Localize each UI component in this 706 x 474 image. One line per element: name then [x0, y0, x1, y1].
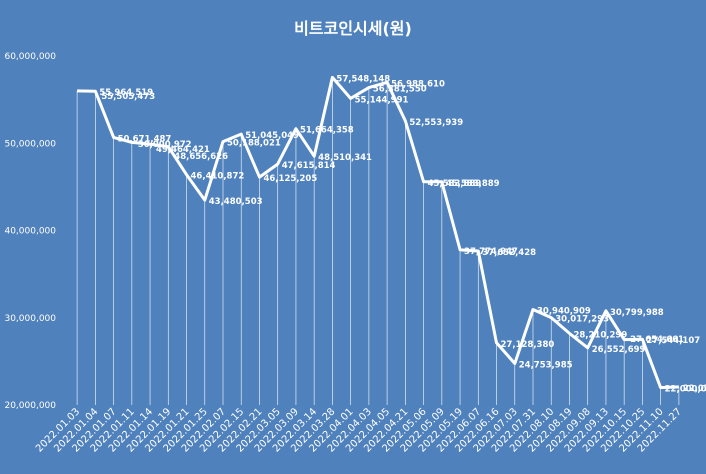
data-label: 50,188,021 [227, 139, 281, 149]
data-label: 51,664,358 [300, 126, 354, 136]
x-tick-labels: 2022.01.032022.01.042022.01.072022.01.11… [34, 406, 684, 454]
extra-value-label: 48,656,626 [174, 152, 228, 162]
data-label: 46,410,872 [191, 172, 245, 182]
data-label: 45,583,889 [446, 179, 500, 189]
y-tick-label: 50,000,000 [4, 139, 56, 149]
data-label: 43,480,503 [209, 197, 263, 207]
y-tick-label: 30,000,000 [4, 314, 56, 324]
extra-value-label: 55,505,473 [101, 92, 155, 102]
data-labels: 55,964,519 50,671,487 46,410,872 43,480,503… [99, 74, 706, 394]
data-label: 51,045,049 [245, 131, 299, 141]
chart-title: 비트코인시세(원) [294, 19, 412, 38]
data-label: 57,548,148 [336, 74, 390, 84]
data-label: 47,615,814 [282, 161, 336, 171]
data-label: 24,753,985 [519, 361, 573, 371]
data-label: 30,799,988 [610, 308, 664, 318]
axis-layer: 20,000,000 30,000,000 40,000,000 50,000,000… [4, 52, 56, 411]
extra-value-label: 27,654,661 [630, 335, 684, 345]
extra-value-label: 49,464,421 [156, 145, 210, 155]
drop-lines [76, 77, 680, 405]
data-label: 22,000,000 [665, 385, 706, 395]
data-label: 26,552,699 [592, 345, 646, 355]
y-tick-label: 20,000,000 [4, 401, 56, 411]
data-label: 22,070,024 [683, 384, 706, 394]
data-label: 45,583,889 [428, 179, 482, 189]
data-label: 56,381,550 [373, 85, 427, 95]
data-label: 50,671,487 [118, 134, 172, 144]
y-tick-label: 60,000,000 [4, 52, 56, 62]
data-label: 37,774,947 [464, 247, 518, 257]
data-label: 37,652,428 [482, 248, 536, 258]
data-label: 55,144,991 [355, 95, 409, 105]
data-label: 55,964,519 [99, 88, 153, 98]
data-label: 27,128,380 [501, 340, 555, 350]
data-label: 52,553,939 [409, 118, 463, 128]
data-label: 48,510,341 [318, 153, 372, 163]
series-line [77, 75, 679, 390]
data-label: 30,940,909 [537, 307, 591, 317]
data-label: 30,017,293 [555, 315, 609, 325]
data-label: 56,988,610 [391, 79, 445, 89]
data-label: 28,210,299 [573, 330, 627, 340]
data-label: 46,125,205 [263, 174, 317, 184]
y-tick-label: 40,000,000 [4, 227, 56, 237]
extra-value-label: 50,000,972 [138, 140, 192, 150]
data-label: 27,544,107 [646, 336, 700, 346]
